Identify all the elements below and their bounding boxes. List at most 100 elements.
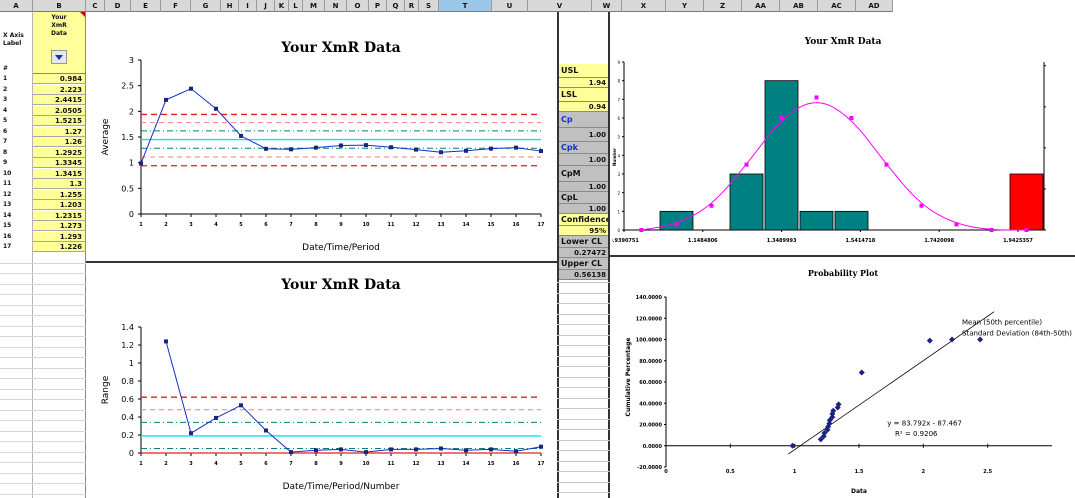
data-point[interactable] [264,146,268,151]
row-label[interactable]: 2 [3,85,8,93]
column-header-a[interactable]: A [0,0,33,12]
row-label[interactable]: 14 [3,211,12,219]
column-header-f[interactable]: F [161,0,191,12]
column-header-i[interactable]: I [239,0,257,12]
histogram-chart[interactable]: Your XmR Data 0 1 2 3 4 5 6 7 8 9 0.9390751 1.148480… [612,12,1075,255]
column-header-ab[interactable]: AB [780,0,818,12]
data-point[interactable] [189,86,193,91]
column-header-n[interactable]: N [325,0,347,12]
probability-point[interactable] [821,430,828,436]
row-label[interactable]: 17 [3,243,12,250]
column-header-b[interactable]: B [33,0,86,12]
data-point[interactable] [514,449,518,454]
histogram-bar[interactable] [799,210,834,231]
data-point[interactable] [289,147,293,152]
row-label[interactable]: 10 [3,169,12,177]
data-point[interactable] [364,143,368,148]
data-point[interactable] [339,143,343,148]
data-point[interactable] [364,450,368,455]
stat-cpk-label[interactable]: Cpk [559,142,608,154]
probability-point[interactable] [830,407,837,414]
data-cell[interactable]: 1.255 [33,189,86,200]
data-cell[interactable]: 1.5215 [33,116,86,126]
data-point[interactable] [264,428,268,433]
column-header-j[interactable]: J [257,0,275,12]
data-header-cell[interactable]: Your XmR Data [33,12,86,74]
row-label[interactable]: 11 [3,180,12,187]
data-point[interactable] [414,147,418,152]
stat-lsl-value[interactable]: 0.94 [559,102,608,112]
row-label[interactable]: 7 [3,138,8,145]
probability-point[interactable] [820,433,827,440]
data-point[interactable] [214,415,218,420]
data-cell[interactable]: 1.26 [33,137,86,147]
row-label[interactable]: 4 [3,106,8,114]
data-point[interactable] [239,403,243,408]
probability-point[interactable] [826,420,833,427]
column-header-e[interactable]: E [131,0,161,12]
data-point[interactable] [464,448,468,453]
stat-cpk-value[interactable]: 1.00 [559,154,608,166]
data-point[interactable] [439,446,443,451]
column-header-u[interactable]: U [492,0,528,12]
column-header-z[interactable]: Z [704,0,742,12]
column-header-d[interactable]: D [105,0,131,12]
probability-point[interactable] [949,336,956,343]
stat-usl-label[interactable]: USL [559,64,608,78]
stat-cpm-label[interactable]: CpM [559,166,608,182]
column-header-h[interactable]: H [221,0,239,12]
histogram-bar[interactable] [659,210,694,231]
data-cell[interactable]: 1.3345 [33,158,86,168]
data-point[interactable] [289,450,293,455]
data-point[interactable] [539,149,543,154]
stat-conf-value[interactable]: 95% [559,226,608,236]
stat-cpl-value[interactable]: 1.00 [559,204,608,214]
data-point[interactable] [389,145,393,150]
data-point[interactable] [214,106,218,111]
column-header-m[interactable]: M [303,0,325,12]
data-point[interactable] [489,146,493,151]
probability-point[interactable] [835,401,842,408]
data-cell[interactable]: 0.984 [33,74,86,84]
histogram-bar[interactable] [1009,173,1044,231]
stat-usl-value[interactable]: 1.94 [559,78,608,88]
row-label[interactable]: 16 [3,232,12,240]
data-cell[interactable]: 2.0505 [33,105,86,116]
data-point[interactable] [389,447,393,452]
stat-cpm-value[interactable]: 1.00 [559,182,608,192]
column-header-v[interactable]: V [528,0,592,12]
stat-upper-value[interactable]: 0.56138 [559,270,608,280]
column-header-k[interactable]: K [275,0,289,12]
probability-point[interactable] [829,414,836,421]
data-cell[interactable]: 2.4415 [33,95,86,105]
data-cell[interactable]: 1.293 [33,231,86,242]
column-header-ac[interactable]: AC [818,0,856,12]
stat-lower-label[interactable]: Lower CL [559,236,608,248]
data-point[interactable] [539,444,543,449]
stat-cpl-label[interactable]: CpL [559,192,608,204]
data-cell[interactable]: 1.2315 [33,210,86,221]
row-label[interactable]: 13 [3,201,12,208]
column-header-w[interactable]: W [592,0,622,12]
row-label[interactable]: 8 [3,148,8,156]
probability-plot-chart[interactable]: Probability Plot -20.0000 0.0000 20.0000 40.… [612,257,1075,498]
stat-conf-label[interactable]: Confidence [559,214,608,226]
histogram-bar[interactable] [729,173,764,231]
row-label[interactable]: 1 [3,75,8,82]
column-header-aa[interactable]: AA [742,0,780,12]
column-header-ad[interactable]: AD [856,0,893,12]
data-point[interactable] [164,339,168,344]
probability-point[interactable] [817,436,824,443]
stat-lsl-label[interactable]: LSL [559,88,608,102]
row-label[interactable]: 6 [3,127,8,135]
data-point[interactable] [339,447,343,452]
column-header-s[interactable]: S [419,0,439,12]
column-header-o[interactable]: O [347,0,369,12]
data-point[interactable] [414,447,418,452]
column-header-p[interactable]: P [369,0,387,12]
data-point[interactable] [139,161,143,166]
column-header-g[interactable]: G [191,0,221,12]
data-point[interactable] [189,431,193,436]
histogram-bar[interactable] [764,80,799,231]
